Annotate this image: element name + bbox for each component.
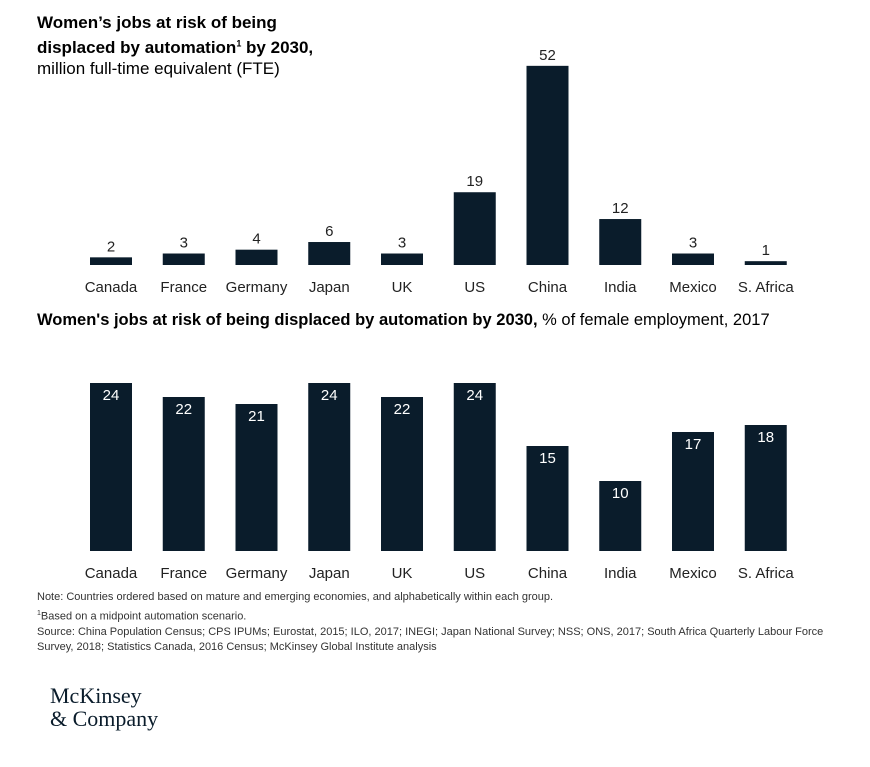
category-label: Germany — [226, 279, 288, 296]
data-label: 1 — [762, 242, 770, 259]
notes: Note: Countries ordered based on mature … — [37, 590, 827, 656]
data-label: 19 — [466, 173, 483, 190]
bar-us — [453, 383, 496, 551]
bar-india — [599, 481, 642, 551]
data-label: 2 — [107, 238, 115, 255]
data-label: 24 — [321, 387, 338, 404]
data-label: 21 — [248, 408, 265, 425]
data-label: 10 — [612, 485, 629, 502]
bar-mexico — [672, 432, 714, 551]
data-label: 3 — [180, 235, 188, 252]
chart1-title-line2: displaced by automation — [37, 37, 237, 57]
category-label: UK — [392, 565, 413, 582]
category-label: France — [160, 279, 207, 296]
category-label: Japan — [309, 565, 350, 582]
category-label: Canada — [85, 279, 138, 296]
category-label: China — [528, 279, 568, 296]
category-label: Germany — [226, 565, 288, 582]
data-label: 24 — [103, 387, 120, 404]
data-label: 24 — [466, 387, 483, 404]
data-label: 17 — [685, 436, 702, 453]
category-label: France — [160, 565, 207, 582]
data-label: 4 — [252, 231, 260, 248]
logo-line2: & Company — [50, 706, 159, 731]
bar-uk — [381, 253, 423, 265]
bar-us — [453, 192, 496, 265]
bar-china — [526, 446, 569, 551]
category-label: China — [528, 565, 568, 582]
chart1-title: Women’s jobs at risk of being displaced … — [37, 12, 313, 79]
data-label: 12 — [612, 200, 629, 217]
chart1-title-line1: Women’s jobs at risk of being — [37, 13, 277, 32]
bar-germany — [235, 404, 278, 551]
category-label: India — [604, 279, 637, 296]
bar-safrica — [744, 425, 787, 551]
source-text: Source: China Population Census; CPS IPU… — [37, 625, 824, 654]
data-label: 52 — [539, 47, 556, 64]
category-label: Japan — [309, 279, 350, 296]
bar-canada — [90, 257, 132, 265]
chart2-title-bold: Women's jobs at risk of being displaced … — [37, 311, 538, 329]
category-label: S. Africa — [738, 565, 795, 582]
bar-india — [599, 219, 642, 265]
footnote-text: Based on a midpoint automation scenario. — [40, 610, 247, 623]
data-label: 18 — [757, 429, 774, 446]
data-label: 3 — [398, 235, 406, 252]
bar-mexico — [672, 253, 714, 265]
data-label: 22 — [394, 401, 411, 418]
data-label: 15 — [539, 450, 556, 467]
bar-canada — [90, 383, 132, 551]
category-label: S. Africa — [738, 279, 795, 296]
chart2-title: Women's jobs at risk of being displaced … — [37, 311, 770, 330]
data-label: 3 — [689, 235, 697, 252]
mckinsey-logo: McKinsey & Company — [50, 684, 158, 730]
category-label: US — [464, 279, 485, 296]
bar-china — [526, 65, 569, 265]
bar-france — [162, 397, 205, 551]
chart1-subtitle: million full-time equivalent (FTE) — [37, 58, 280, 78]
note-text: Note: Countries ordered based on mature … — [37, 591, 554, 603]
bar-japan — [308, 383, 351, 551]
category-label: Canada — [85, 565, 138, 582]
category-label: UK — [392, 279, 413, 296]
footnote-marker: 1 — [236, 38, 242, 48]
bar-japan — [308, 242, 351, 265]
category-label: Mexico — [669, 565, 717, 582]
chart1-title-line2-end: by 2030, — [241, 37, 314, 57]
bar-uk — [381, 397, 423, 551]
data-label: 6 — [325, 223, 333, 240]
chart2-subtitle: % of female employment, 2017 — [537, 311, 770, 329]
category-label: India — [604, 565, 637, 582]
bar-safrica — [744, 261, 787, 265]
category-label: US — [464, 565, 485, 582]
logo-line1: McKinsey — [50, 683, 142, 708]
bar-germany — [235, 249, 278, 265]
footnote-sup: 1 — [37, 609, 41, 617]
category-label: Mexico — [669, 279, 717, 296]
bar-france — [162, 253, 205, 265]
data-label: 22 — [175, 401, 192, 418]
